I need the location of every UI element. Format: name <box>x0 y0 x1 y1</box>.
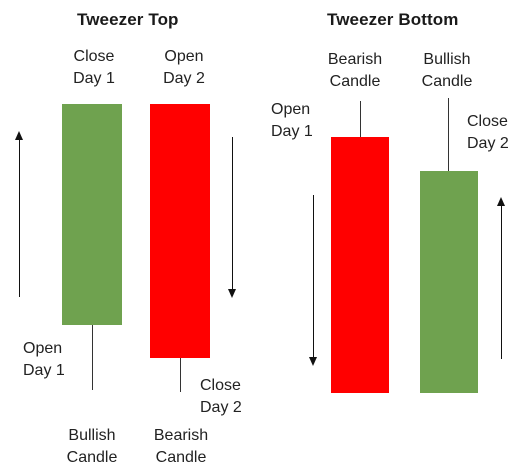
label-line: Candle <box>155 449 207 466</box>
uptrend-arrow-head-bottom <box>497 197 505 206</box>
tweezer-bottom-bullish-candle-label: Bullish Candle <box>413 49 481 93</box>
tweezer-top-close-day2-label: Close Day 2 <box>200 375 242 419</box>
label-line: Day 1 <box>271 123 313 140</box>
label-line: Open <box>23 340 63 357</box>
downtrend-arrow-head-bottom <box>309 357 317 366</box>
uptrend-arrow-shaft-bottom <box>501 204 502 359</box>
label-line: Close <box>200 377 241 394</box>
uptrend-arrow-shaft <box>19 138 20 297</box>
tweezer-top-bullish-candle-label: Bullish Candle <box>57 425 127 469</box>
tweezer-top-open-day1-label: Open Day 1 <box>23 338 65 382</box>
label-line: Day 1 <box>73 70 115 87</box>
label-line: Candle <box>421 73 473 90</box>
label-line: Day 1 <box>23 362 65 379</box>
label-line: Close <box>467 113 508 130</box>
tweezer-top-bullish-lower-wick <box>92 325 93 390</box>
label-line: Bearish <box>153 427 209 444</box>
label-line: Bullish <box>68 427 116 444</box>
label-line: Bearish <box>327 51 383 68</box>
label-line: Open <box>164 48 204 65</box>
tweezer-top-close-day1-label: Close Day 1 <box>62 46 126 90</box>
downtrend-arrow-shaft-bottom <box>313 195 314 358</box>
label-line: Open <box>271 101 311 118</box>
label-line: Day 2 <box>200 399 242 416</box>
tweezer-bottom-bearish-candle <box>331 137 389 393</box>
tweezer-bottom-open-day1-label: Open Day 1 <box>271 99 313 143</box>
tweezer-bottom-title: Tweezer Bottom <box>327 10 459 29</box>
tweezer-bottom-bearish-candle-label: Bearish Candle <box>318 49 392 93</box>
tweezer-bottom-bullish-upper-wick <box>448 98 449 171</box>
tweezer-top-bearish-candle <box>150 104 210 358</box>
tweezer-bottom-bearish-upper-wick <box>360 101 361 137</box>
label-line: Candle <box>329 73 381 90</box>
tweezer-top-open-day2-label: Open Day 2 <box>152 46 216 90</box>
uptrend-arrow-head <box>15 131 23 140</box>
downtrend-arrow-head <box>228 289 236 298</box>
tweezer-top-bearish-lower-wick <box>180 358 181 392</box>
tweezer-bottom-close-day2-label: Close Day 2 <box>467 111 509 155</box>
downtrend-arrow-shaft <box>232 137 233 290</box>
label-line: Candle <box>66 449 118 466</box>
tweezer-bottom-bullish-candle <box>420 171 478 393</box>
label-line: Close <box>73 48 115 65</box>
label-line: Day 2 <box>163 70 205 87</box>
tweezer-top-bearish-candle-label: Bearish Candle <box>145 425 217 469</box>
tweezer-top-title: Tweezer Top <box>77 10 179 29</box>
tweezer-top-bullish-candle <box>62 104 122 325</box>
label-line: Day 2 <box>467 135 509 152</box>
label-line: Bullish <box>423 51 471 68</box>
